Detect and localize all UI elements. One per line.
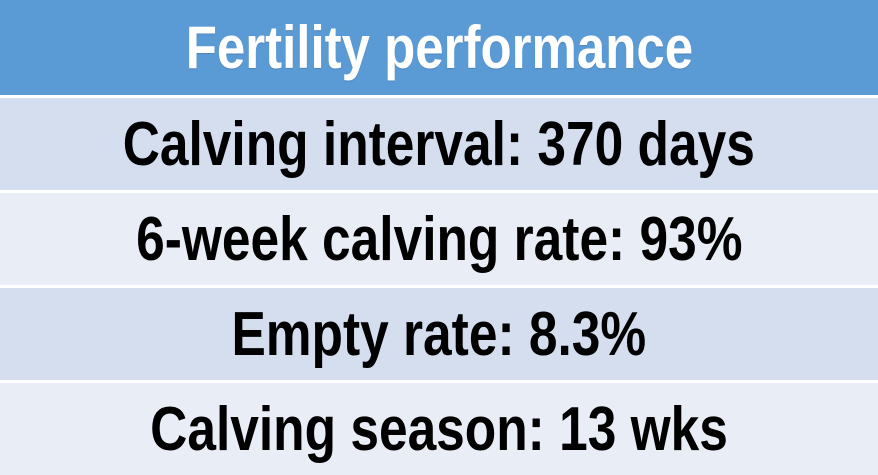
table-cell-text: Calving interval: 370 days: [122, 109, 756, 179]
table-cell-text: Calving season: 13 wks: [150, 394, 728, 464]
table-header-row: Fertility performance: [0, 0, 878, 95]
table-cell-text: 6-week calving rate: 93%: [135, 204, 743, 274]
table-row-six-week-calving-rate: 6-week calving rate: 93%: [0, 190, 878, 285]
table-cell-text: Empty rate: 8.3%: [231, 299, 647, 369]
table-row-empty-rate: Empty rate: 8.3%: [0, 285, 878, 380]
table-row-calving-season: Calving season: 13 wks: [0, 380, 878, 475]
table-title: Fertility performance: [185, 14, 693, 81]
table-row-calving-interval: Calving interval: 370 days: [0, 95, 878, 190]
